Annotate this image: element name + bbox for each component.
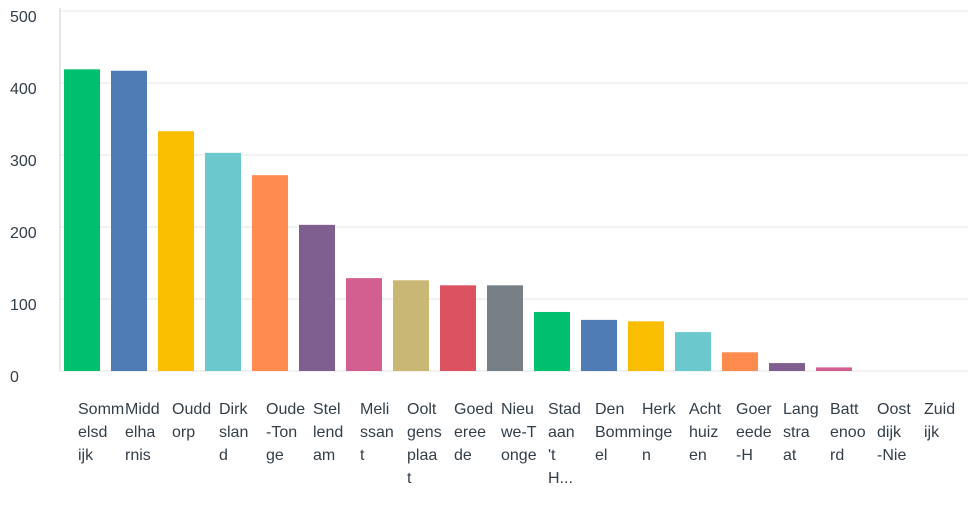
x-tick-label: Batt enoo rd bbox=[830, 401, 866, 464]
bar bbox=[111, 70, 147, 371]
bar bbox=[346, 278, 382, 371]
x-tick-label: Meli ssan t bbox=[360, 401, 394, 464]
bar bbox=[581, 319, 617, 371]
bar bbox=[769, 363, 805, 371]
bar bbox=[205, 152, 241, 371]
bar bbox=[722, 352, 758, 371]
bar bbox=[299, 224, 335, 371]
x-tick-label: Herk inge n bbox=[642, 401, 677, 464]
x-tick-label: Midd elha rnis bbox=[125, 401, 160, 464]
x-tick-label: Somm elsd ijk bbox=[78, 401, 124, 464]
y-tick-label: 300 bbox=[10, 153, 37, 170]
x-tick-label: Lang stra at bbox=[783, 401, 819, 464]
x-tick-label: Oolt gens plaa t bbox=[407, 401, 442, 487]
bar bbox=[675, 332, 711, 371]
bar bbox=[393, 280, 429, 371]
x-tick-label: Stad aan't H... bbox=[548, 401, 581, 487]
y-tick-label: 0 bbox=[10, 369, 19, 386]
y-tick-label: 400 bbox=[10, 81, 37, 98]
bar bbox=[534, 311, 570, 371]
bar bbox=[440, 285, 476, 371]
bar bbox=[252, 175, 288, 371]
x-tick-label: Zuid ijk bbox=[924, 401, 955, 441]
x-tick-label: Stel lend am bbox=[313, 401, 343, 464]
bar bbox=[64, 69, 100, 371]
x-tick-label: Oude -Ton ge bbox=[266, 401, 305, 464]
x-tick-label: Dirk slan d bbox=[219, 401, 248, 464]
x-tick-label: Oudd orp bbox=[172, 401, 211, 441]
bar bbox=[628, 321, 664, 371]
bar bbox=[816, 367, 852, 371]
x-tick-label: Nieu we-T onge bbox=[500, 401, 537, 464]
x-tick-label: Acht huiz en bbox=[689, 401, 722, 464]
x-tick-label: Goed eree de bbox=[454, 401, 493, 464]
bar bbox=[158, 131, 194, 371]
bar bbox=[487, 285, 523, 371]
x-tick-label: Den Bomm el bbox=[595, 401, 641, 464]
y-tick-label: 100 bbox=[10, 297, 37, 314]
x-tick-label: Goer eede -H bbox=[736, 401, 772, 464]
x-tick-label: Oost dijk -Nie bbox=[877, 401, 911, 464]
y-tick-label: 500 bbox=[10, 9, 37, 26]
y-tick-label: 200 bbox=[10, 225, 37, 242]
